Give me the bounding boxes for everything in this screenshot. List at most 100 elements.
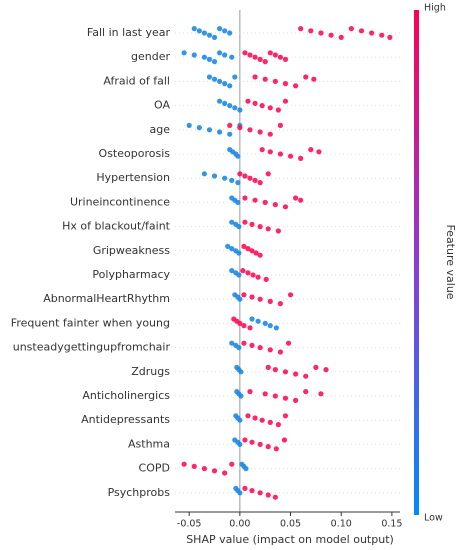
shap-dot <box>242 437 248 443</box>
shap-dot <box>293 397 299 403</box>
shap-dot <box>247 325 253 331</box>
shap-dot <box>255 274 261 280</box>
shap-dot <box>267 298 273 304</box>
shap-dot <box>247 127 253 133</box>
colorbar-low-label: Low <box>424 513 443 524</box>
shap-dot <box>265 171 271 177</box>
shap-dot <box>201 171 207 177</box>
shap-dot <box>227 131 233 137</box>
shap-dot <box>225 243 231 249</box>
colorbar-high-label: High <box>424 3 446 14</box>
shap-dot <box>222 28 228 34</box>
shap-dot <box>303 74 309 80</box>
shap-dot <box>191 463 197 469</box>
y-tick-label: unsteadygettingupfromchair <box>13 341 171 354</box>
y-tick-label: Fall in last year <box>87 26 171 39</box>
shap-dot <box>387 34 393 41</box>
shap-dot <box>262 391 268 397</box>
shap-dot <box>273 446 279 452</box>
shap-dot <box>259 103 265 109</box>
x-axis-title: SHAP value (impact on model output) <box>186 533 394 546</box>
shap-dot <box>379 32 385 38</box>
shap-dot <box>318 391 324 397</box>
shap-dot <box>348 26 354 32</box>
colorbar <box>414 10 419 515</box>
shap-dot <box>242 50 248 56</box>
shap-dot <box>249 439 255 445</box>
shap-dot <box>293 195 299 201</box>
shap-dot <box>243 466 249 472</box>
shap-dot <box>277 301 284 307</box>
shap-dot <box>236 224 242 230</box>
shap-dot <box>252 415 258 421</box>
y-tick-label: Zdrugs <box>131 365 170 378</box>
shap-dot <box>262 320 268 326</box>
shap-dot <box>287 153 294 159</box>
y-tick-label: Urineincontinence <box>70 195 170 208</box>
shap-dot <box>338 34 344 41</box>
shap-dot <box>257 490 263 496</box>
shap-dot <box>252 54 258 60</box>
shap-dot <box>249 294 255 300</box>
shap-dot <box>255 318 261 324</box>
shap-dot <box>252 74 258 80</box>
shap-dot <box>257 296 263 302</box>
shap-dot <box>282 56 289 63</box>
shap-dot <box>257 129 263 135</box>
shap-dot <box>247 389 253 395</box>
shap-dot <box>265 226 271 232</box>
shap-dot <box>229 340 235 346</box>
shap-dot <box>267 149 273 155</box>
shap-dot <box>298 155 304 161</box>
shap-dot <box>241 323 247 329</box>
shap-dot <box>265 444 271 450</box>
shap-dot <box>245 246 251 252</box>
shap-dot <box>282 369 289 375</box>
shap-dot <box>257 56 263 63</box>
shap-dot <box>237 417 243 423</box>
shap-dot <box>267 323 273 329</box>
shap-dot <box>235 199 241 205</box>
shap-dot <box>229 54 235 60</box>
shap-dot <box>318 30 324 36</box>
shap-dot <box>259 147 265 153</box>
shap-dot <box>229 177 235 183</box>
shap-dot <box>191 26 197 32</box>
shap-dot <box>265 364 271 370</box>
shap-dot <box>227 30 233 36</box>
shap-dot <box>245 413 251 419</box>
y-tick-label: gender <box>131 50 170 63</box>
shap-dot <box>272 393 278 399</box>
shap-dot <box>281 437 288 443</box>
y-tick-label: COPD <box>139 462 170 475</box>
y-tick-label: Asthma <box>128 437 170 450</box>
shap-dot <box>237 171 243 177</box>
y-tick-label: Hx of blackout/faint <box>62 220 171 233</box>
shap-dot <box>262 76 268 82</box>
shap-dot <box>275 422 281 428</box>
shap-dot <box>211 59 218 65</box>
shap-dot <box>247 52 253 58</box>
shap-dot <box>272 494 278 500</box>
shap-dot <box>311 76 317 82</box>
shap-dot <box>257 441 263 447</box>
shap-dot <box>241 243 247 249</box>
shap-dot <box>242 219 248 225</box>
shap-dot <box>282 98 289 104</box>
shap-dot <box>181 461 187 467</box>
shap-dot <box>277 151 284 157</box>
shap-dot <box>293 371 299 377</box>
shap-dot <box>236 250 242 256</box>
shap-dot <box>238 369 244 375</box>
x-tick-label: -0.05 <box>177 519 202 530</box>
shap-dot <box>275 228 281 234</box>
shap-dot <box>245 270 251 276</box>
shap-dot <box>222 100 228 106</box>
shap-dot <box>242 485 248 491</box>
shap-dot <box>323 367 329 373</box>
shap-dot <box>238 393 244 399</box>
shap-dot <box>277 54 284 60</box>
shap-dot <box>316 149 322 155</box>
shap-dot <box>293 83 299 89</box>
shap-dot <box>247 175 253 181</box>
